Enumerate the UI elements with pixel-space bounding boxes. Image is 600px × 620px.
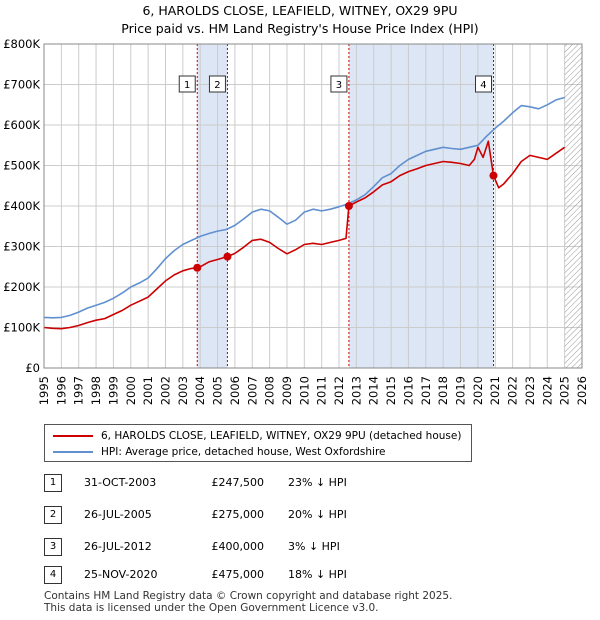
title-line-1: 6, HAROLDS CLOSE, LEAFIELD, WITNEY, OX29… [142, 3, 458, 18]
sale-vlines [196, 44, 494, 368]
y-tick-label: £400K [3, 199, 40, 213]
x-tick-label: 1997 [72, 376, 86, 405]
sale-price: £247,500 [211, 476, 265, 489]
x-tick-label: 2001 [141, 376, 155, 405]
x-tick-label: 2018 [436, 376, 450, 405]
y-tick-label: £800K [3, 37, 40, 51]
sale-hpi-diff: 23% ↓ HPI [288, 476, 347, 489]
chart-title: 6, HAROLDS CLOSE, LEAFIELD, WITNEY, OX29… [0, 2, 600, 38]
legend-blue-label: HPI: Average price, detached house, West… [101, 446, 386, 458]
x-tick-label: 2002 [158, 376, 172, 405]
y-tick-label: £500K [3, 159, 40, 173]
axes: £0 £100K £200K £300K £400K £500K £600K £700K £80… [3, 37, 589, 405]
sale-date: 26-JUL-2005 [84, 508, 152, 521]
y-tick-label: £700K [3, 78, 40, 92]
x-tick-label: 2019 [454, 376, 468, 405]
sale-label-text: 2 [214, 80, 220, 91]
legend-red-label: 6, HAROLDS CLOSE, LEAFIELD, WITNEY, OX29… [101, 430, 462, 442]
x-tick-label: 2023 [523, 376, 537, 405]
sale-label-text: 3 [336, 80, 342, 91]
y-tick-label: £100K [3, 321, 40, 335]
sale-label-box [178, 75, 196, 93]
x-tick-label: 2016 [401, 376, 415, 405]
x-tick-label: 2011 [315, 376, 329, 405]
x-tick-label: 2000 [124, 376, 138, 405]
title-line-2: Price paid vs. HM Land Registry's House … [121, 21, 479, 36]
plot-frame [43, 43, 583, 369]
sale-number: 2 [44, 506, 62, 524]
x-tick-label: 2005 [211, 376, 225, 405]
series-lines [43, 96, 566, 330]
sale-hpi-diff: 20% ↓ HPI [288, 508, 347, 521]
y-tick-label: £200K [3, 280, 40, 294]
sale-label-text: 1 [184, 80, 190, 91]
sale-point [193, 263, 202, 272]
sale-point [489, 171, 498, 180]
x-tick-label: 1998 [89, 376, 103, 405]
x-tick-label: 2004 [193, 376, 207, 405]
sale-price: £475,000 [211, 568, 265, 581]
x-tick-label: 1995 [37, 376, 51, 405]
sale-price: £400,000 [211, 540, 265, 553]
y-tick-label: £0 [25, 361, 40, 375]
x-tick-label: 2003 [176, 376, 190, 405]
sale-label-box [208, 75, 226, 93]
sale-hpi-diff: 18% ↓ HPI [288, 568, 347, 581]
legend-blue-swatch [53, 451, 93, 453]
sale-date: 26-JUL-2012 [84, 540, 152, 553]
x-tick-label: 2009 [280, 376, 294, 405]
legend-red-swatch [53, 435, 93, 437]
gridlines [43, 43, 583, 369]
sale-label-text: 4 [480, 80, 486, 91]
footer-line-2: This data is licensed under the Open Gov… [44, 602, 379, 614]
price-chart: 1 2 3 4 £0 £100K £200K £300K £400K £500K £600K £70… [3, 37, 589, 405]
sale-number: 1 [44, 474, 62, 492]
x-tick-label: 2014 [367, 376, 381, 405]
sale-hpi-diff: 3% ↓ HPI [288, 540, 340, 553]
footer-line-1: Contains HM Land Registry data © Crown c… [44, 590, 453, 602]
x-tick-label: 2015 [384, 376, 398, 405]
sale-label-box [474, 75, 492, 93]
x-tick-label: 1996 [54, 376, 68, 405]
y-tick-label: £300K [3, 240, 40, 254]
footer: Contains HM Land Registry data © Crown c… [44, 590, 452, 614]
x-tick-label: 2026 [575, 376, 589, 405]
sale-date: 31-OCT-2003 [84, 476, 157, 489]
sale-point [223, 252, 232, 261]
sale-label-box [330, 75, 348, 93]
y-tick-label: £600K [3, 118, 40, 132]
x-tick-label: 2021 [488, 376, 502, 405]
forecast-hatch-area [564, 44, 582, 368]
sale-labels: 1 2 3 4 [178, 75, 492, 93]
legend: 6, HAROLDS CLOSE, LEAFIELD, WITNEY, OX29… [44, 424, 472, 462]
x-tick-label: 2010 [297, 376, 311, 405]
sale-markers [193, 171, 498, 272]
x-tick-label: 2025 [558, 376, 572, 405]
x-tick-label: 2020 [471, 376, 485, 405]
x-tick-label: 2013 [349, 376, 363, 405]
x-tick-label: 2012 [332, 376, 346, 405]
forecast-hatch [564, 44, 582, 368]
sale-date: 25-NOV-2020 [84, 568, 158, 581]
x-tick-label: 2017 [419, 376, 433, 405]
sale-point [344, 202, 353, 210]
x-tick-label: 2007 [245, 376, 259, 405]
x-tick-label: 2022 [506, 376, 520, 405]
hpi-line [43, 96, 565, 319]
x-tick-label: 1999 [106, 376, 120, 405]
x-tick-label: 2006 [228, 376, 242, 405]
property-price-line [43, 140, 566, 330]
sale-price: £275,000 [211, 508, 265, 521]
x-tick-label: 2008 [263, 376, 277, 405]
sale-number: 4 [44, 566, 62, 584]
x-tick-label: 2024 [540, 376, 554, 405]
sale-number: 3 [44, 538, 62, 556]
